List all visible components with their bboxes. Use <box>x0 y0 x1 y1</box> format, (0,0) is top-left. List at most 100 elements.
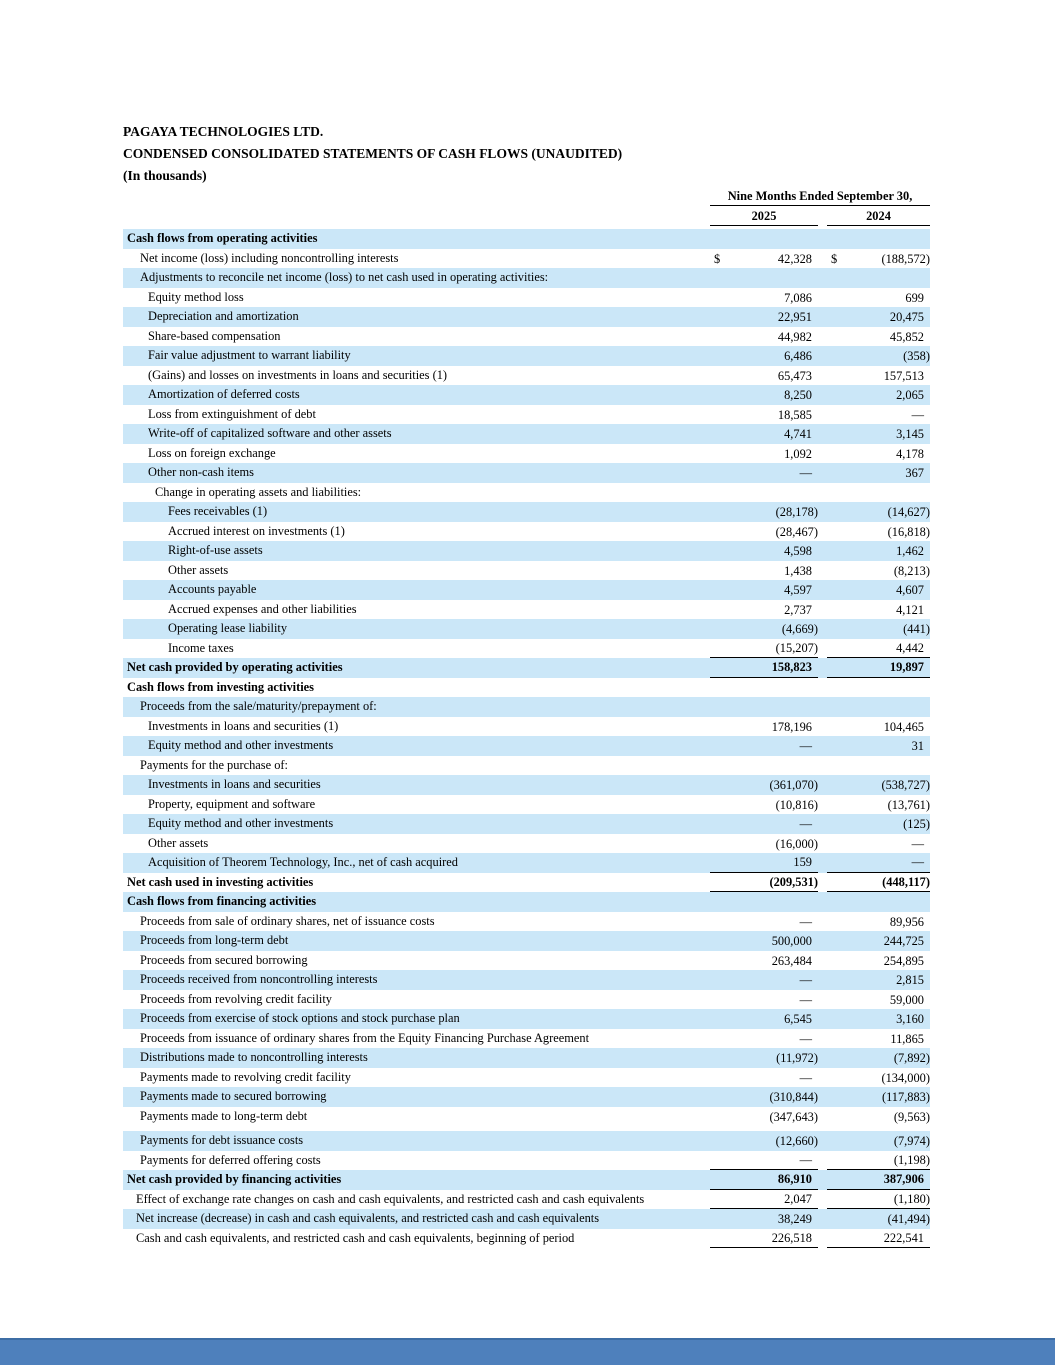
table-row: Proceeds from the sale/maturity/prepayme… <box>123 697 930 717</box>
table-row: Property, equipment and software (10,816)… <box>123 795 930 815</box>
value-2025-value: 4,598 <box>784 544 812 558</box>
value-2024: 387,906 <box>827 1170 930 1190</box>
value-2025: (11,972) <box>710 1048 818 1068</box>
row-label: Proceeds received from noncontrolling in… <box>140 972 378 986</box>
column-gap <box>818 931 827 951</box>
row-label: Equity method and other investments <box>148 816 334 830</box>
column-gap <box>818 775 827 795</box>
row-label: Change in operating assets and liabiliti… <box>155 484 362 499</box>
value-2024: 59,000 <box>827 990 930 1010</box>
row-label: Effect of exchange rate changes on cash … <box>136 1191 645 1206</box>
table-rows: Cash flows from operating activities Net … <box>123 229 930 1248</box>
value-2024: 104,465 <box>827 717 930 737</box>
value-2025: 1,092 <box>710 444 818 464</box>
year-column-2024: 2024 <box>827 208 930 226</box>
value-2025-value: 6,486 <box>784 349 812 363</box>
period-header: Nine Months Ended September 30, <box>710 189 930 206</box>
column-gap <box>818 756 827 776</box>
value-2025-value: — <box>799 992 812 1007</box>
column-gap <box>818 208 827 226</box>
table-row: Payments for deferred offering costs — (1,… <box>123 1151 930 1170</box>
value-2024-value: 4,121 <box>896 602 924 617</box>
table-row: (Gains) and losses on investments in loa… <box>123 366 930 386</box>
value-2025-value: 226,518 <box>771 1230 812 1245</box>
value-2025: 38,249 <box>710 1209 818 1229</box>
units-note: (In thousands) <box>123 168 207 183</box>
row-label: Property, equipment and software <box>148 796 316 811</box>
table-row: Net income (loss) including noncontrolli… <box>123 249 930 269</box>
statement-title: CONDENSED CONSOLIDATED STATEMENTS OF CAS… <box>123 146 623 161</box>
value-2024-value: (134,000) <box>881 1070 930 1085</box>
value-2024-value: — <box>911 855 924 869</box>
column-gap <box>818 249 827 269</box>
table-row: Payments for the purchase of: <box>123 756 930 776</box>
column-gap <box>818 912 827 932</box>
value-2025-value: — <box>799 1070 812 1085</box>
value-2025-value: (16,000) <box>775 836 818 851</box>
value-2025-value: — <box>799 817 812 831</box>
value-2024: 4,121 <box>827 600 930 620</box>
column-gap <box>818 1107 827 1127</box>
value-2024-value: (16,818) <box>887 524 930 539</box>
value-2024: 89,956 <box>827 912 930 932</box>
value-2025 <box>710 697 818 717</box>
value-2024: — <box>827 405 930 425</box>
row-label: Net income (loss) including noncontrolli… <box>140 250 399 265</box>
row-label: Proceeds from revolving credit facility <box>140 991 332 1006</box>
column-gap <box>818 385 827 405</box>
row-label: Share-based compensation <box>148 328 281 343</box>
value-2025 <box>710 678 818 698</box>
column-gap <box>818 483 827 503</box>
value-2024-value: (7,974) <box>893 1134 930 1148</box>
table-row: Acquisition of Theorem Technology, Inc.,… <box>123 853 930 873</box>
row-label: Payments made to revolving credit facili… <box>140 1069 351 1084</box>
table-row: Other assets 1,438 (8,213) <box>123 561 930 581</box>
column-gap <box>818 736 827 756</box>
column-gap <box>818 522 827 542</box>
value-2025-value: 4,597 <box>784 583 812 597</box>
value-2024: 254,895 <box>827 951 930 971</box>
table-row: Distributions made to noncontrolling int… <box>123 1048 930 1068</box>
column-gap <box>818 1131 827 1151</box>
value-2025-value: 2,047 <box>784 1191 812 1206</box>
value-2024-value: 3,145 <box>896 427 924 441</box>
column-gap <box>818 834 827 854</box>
value-2024-value: (125) <box>903 817 930 831</box>
value-2025: (16,000) <box>710 834 818 854</box>
table-row: Accounts payable 4,597 4,607 <box>123 580 930 600</box>
table-row: Accrued expenses and other liabilities 2,… <box>123 600 930 620</box>
column-gap <box>818 639 827 659</box>
value-2025-value: (12,660) <box>775 1134 818 1148</box>
column-gap <box>818 990 827 1010</box>
column-gap <box>818 600 827 620</box>
value-2024: 3,145 <box>827 424 930 444</box>
table-row: Payments made to secured borrowing (310,8… <box>123 1087 930 1107</box>
value-2024: 4,442 <box>827 639 930 658</box>
table-row: Investments in loans and securities (1) 1… <box>123 717 930 737</box>
column-gap <box>818 970 827 990</box>
row-label: Proceeds from sale of ordinary shares, n… <box>140 913 435 928</box>
value-2025-value: 500,000 <box>771 934 812 948</box>
row-label: Proceeds from issuance of ordinary share… <box>140 1030 590 1045</box>
row-label: Proceeds from exercise of stock options … <box>140 1011 460 1025</box>
value-2024 <box>827 268 930 288</box>
value-2025: (15,207) <box>710 639 818 658</box>
value-2025: 4,598 <box>710 541 818 561</box>
value-2025 <box>710 268 818 288</box>
column-gap <box>818 1087 827 1107</box>
value-2025: 2,737 <box>710 600 818 620</box>
value-2024-value: 4,607 <box>896 583 924 597</box>
column-gap <box>818 346 827 366</box>
value-2025: — <box>710 970 818 990</box>
row-label: Cash flows from financing activities <box>127 894 317 908</box>
value-2024: 157,513 <box>827 366 930 386</box>
column-gap <box>818 1190 827 1210</box>
column-gap <box>818 717 827 737</box>
column-gap <box>818 268 827 288</box>
table-row: Proceeds from sale of ordinary shares, n… <box>123 912 930 932</box>
column-gap <box>818 405 827 425</box>
column-gap <box>818 307 827 327</box>
table-row: Proceeds from revolving credit facility —… <box>123 990 930 1010</box>
value-2024 <box>827 483 930 503</box>
row-label: Other assets <box>148 835 209 850</box>
